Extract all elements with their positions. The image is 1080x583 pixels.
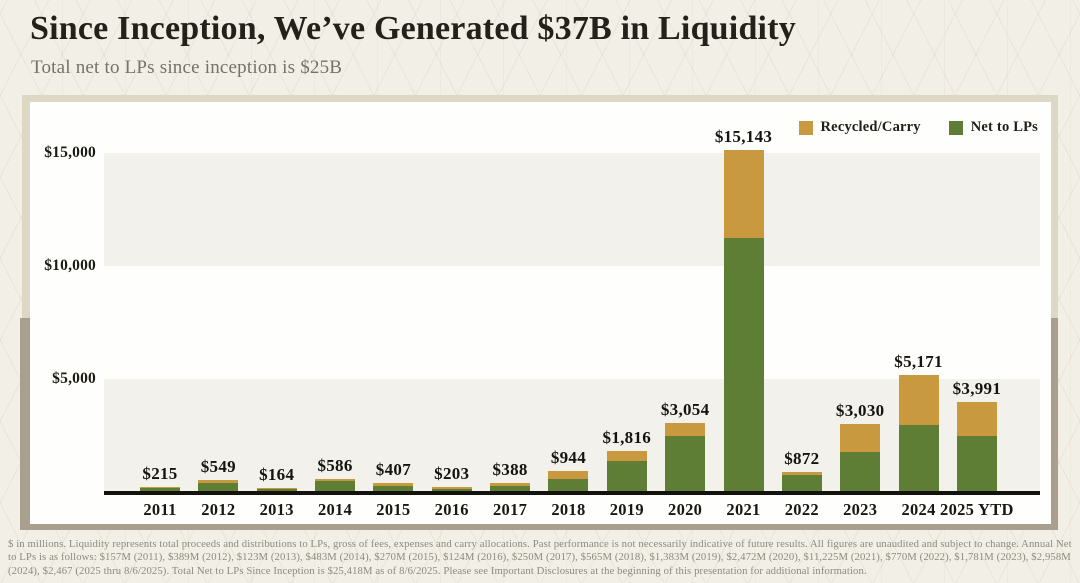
bar-segment-recycled-carry bbox=[140, 487, 180, 489]
bar-segment-net-to-lps bbox=[723, 238, 764, 492]
bar-segment-net-to-lps bbox=[956, 436, 997, 492]
bar-segment-recycled-carry bbox=[548, 470, 589, 480]
bar-segment-recycled-carry bbox=[781, 472, 822, 475]
bar-2021: $15,143 bbox=[715, 127, 772, 492]
bar-value-label: $203 bbox=[434, 464, 470, 484]
page-subtitle: Total net to LPs since inception is $25B bbox=[31, 56, 343, 78]
x-tick-label: 2014 bbox=[317, 500, 353, 519]
chart-card: $5,000 $10,000 $15,000 $215 2011 $549 2012 $164… bbox=[30, 102, 1051, 524]
legend-item-recycled-carry: Recycled/Carry bbox=[798, 119, 921, 136]
bar-2016: $203 bbox=[431, 464, 472, 492]
bar-value-label: $944 bbox=[550, 447, 587, 467]
bar-value-label: $3,054 bbox=[660, 399, 710, 419]
bar-segment-net-to-lps bbox=[898, 425, 939, 492]
x-tick-label: 2017 bbox=[492, 500, 528, 519]
x-tick-label: 2012 bbox=[201, 500, 236, 519]
x-tick-label: 2024 bbox=[901, 500, 936, 519]
x-axis-line bbox=[104, 491, 1040, 495]
bar-2014: $586 bbox=[315, 456, 356, 492]
y-tick-label: $10,000 bbox=[44, 257, 96, 274]
bar-2019: $1,816 bbox=[603, 428, 651, 492]
x-tick-label: 2023 bbox=[843, 500, 878, 519]
legend-item-net-to-lps: Net to LPs bbox=[948, 119, 1038, 136]
bar-value-label: $15,143 bbox=[714, 126, 773, 146]
y-tick-label: $15,000 bbox=[44, 144, 96, 161]
bar-segment-net-to-lps bbox=[840, 451, 881, 492]
x-tick-label: 2020 bbox=[668, 500, 703, 519]
bar-segment-net-to-lps bbox=[490, 486, 531, 492]
x-tick-label: 2025 YTD bbox=[940, 500, 1014, 519]
bar-chart-plot-area: $5,000 $10,000 $15,000 $215 2011 $549 2012 $164… bbox=[30, 102, 1051, 524]
bar-value-label: $1,816 bbox=[602, 427, 652, 447]
bar-2017: $388 bbox=[490, 460, 531, 492]
bar-value-label: $586 bbox=[317, 455, 353, 475]
legend-label: Recycled/Carry bbox=[820, 119, 921, 135]
x-tick-label: 2018 bbox=[551, 500, 586, 519]
bar-segment-net-to-lps bbox=[665, 436, 706, 492]
bar-value-label: $3,991 bbox=[952, 378, 1002, 398]
bar-segment-recycled-carry bbox=[198, 479, 239, 484]
bar-value-label: $164 bbox=[259, 465, 295, 485]
bar-value-label: $388 bbox=[492, 460, 528, 480]
bar-2012: $549 bbox=[198, 457, 239, 492]
bar-segment-recycled-carry bbox=[490, 483, 531, 487]
bar-segment-recycled-carry bbox=[315, 478, 356, 482]
bar-segment-recycled-carry bbox=[840, 423, 881, 452]
x-tick-label: 2022 bbox=[784, 500, 819, 519]
bar-2024: $5,171 bbox=[894, 352, 943, 492]
bar-2025-ytd: $3,991 bbox=[953, 379, 1001, 492]
bar-segment-recycled-carry bbox=[431, 487, 472, 490]
bar-2015: $407 bbox=[373, 460, 414, 492]
x-tick-label: 2019 bbox=[609, 500, 644, 519]
bar-segment-recycled-carry bbox=[665, 422, 706, 437]
x-tick-label: 2011 bbox=[143, 500, 177, 519]
bar-segment-net-to-lps bbox=[373, 485, 414, 492]
legend-swatch-icon bbox=[798, 120, 813, 135]
bar-segment-net-to-lps bbox=[781, 474, 822, 492]
page-title: Since Inception, We’ve Generated $37B in… bbox=[30, 10, 796, 47]
bar-2018: $944 bbox=[548, 448, 589, 492]
x-tick-label: 2013 bbox=[259, 500, 294, 519]
bar-2022: $872 bbox=[781, 449, 822, 492]
bar-value-label: $872 bbox=[784, 449, 820, 469]
bar-value-label: $407 bbox=[375, 459, 411, 479]
bar-segment-net-to-lps bbox=[315, 481, 356, 492]
x-tick-label: 2021 bbox=[726, 500, 761, 519]
bar-2020: $3,054 bbox=[661, 400, 709, 492]
bar-segment-net-to-lps bbox=[548, 479, 589, 492]
bar-segment-net-to-lps bbox=[431, 489, 472, 492]
y-tick-label: $5,000 bbox=[52, 370, 96, 387]
bar-segment-recycled-carry bbox=[606, 450, 647, 461]
bar-segment-net-to-lps bbox=[256, 489, 297, 492]
bar-2011: $215 bbox=[140, 464, 180, 492]
bar-value-label: $549 bbox=[200, 456, 236, 476]
bar-segment-recycled-carry bbox=[723, 149, 764, 239]
bar-2023: $3,030 bbox=[836, 401, 884, 492]
bar-value-label: $5,171 bbox=[894, 352, 943, 372]
grid-band-1 bbox=[104, 153, 1040, 266]
x-tick-label: 2016 bbox=[434, 500, 469, 519]
legend-label: Net to LPs bbox=[970, 119, 1038, 135]
bar-segment-net-to-lps bbox=[606, 460, 647, 492]
bar-segment-net-to-lps bbox=[198, 483, 239, 492]
x-tick-label: 2015 bbox=[376, 500, 411, 519]
bar-2013: $164 bbox=[256, 465, 297, 492]
bar-segment-recycled-carry bbox=[373, 482, 414, 486]
slide-header: Since Inception, We’ve Generated $37B in… bbox=[30, 8, 930, 79]
bar-value-label: $215 bbox=[142, 464, 178, 484]
bar-segment-recycled-carry bbox=[256, 488, 297, 490]
bar-value-label: $3,030 bbox=[835, 400, 885, 420]
legend-swatch-icon bbox=[948, 120, 963, 135]
bar-segment-net-to-lps bbox=[140, 488, 180, 492]
bar-segment-recycled-carry bbox=[898, 375, 939, 426]
bar-segment-recycled-carry bbox=[956, 401, 997, 437]
chart-legend: Recycled/Carry Net to LPs bbox=[798, 119, 1038, 136]
footnote: $ in millions. Liquidity represents tota… bbox=[8, 538, 1072, 577]
